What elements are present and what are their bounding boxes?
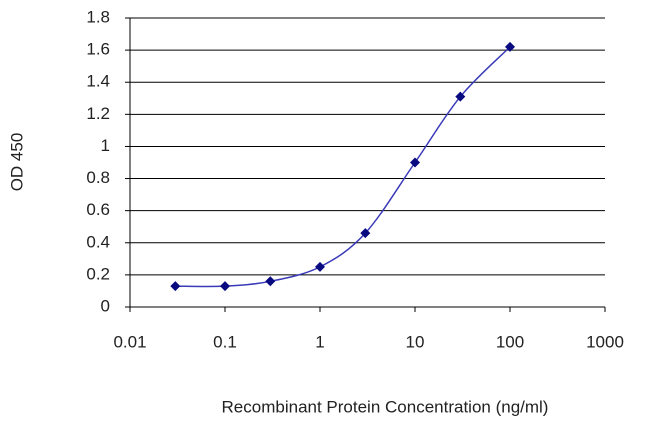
data-point bbox=[220, 281, 230, 292]
series-line bbox=[175, 46, 511, 288]
data-point bbox=[410, 157, 420, 168]
x-axis-label: Recombinant Protein Concentration (ng/ml… bbox=[222, 397, 549, 416]
x-tick-label: 100 bbox=[496, 332, 524, 351]
data-point bbox=[360, 228, 371, 239]
y-tick-label: 0.2 bbox=[86, 264, 110, 283]
data-point bbox=[170, 281, 181, 292]
data-point bbox=[315, 261, 325, 272]
y-tick-label: 1.6 bbox=[86, 40, 110, 59]
y-tick-label: 0.4 bbox=[86, 232, 110, 251]
data-point bbox=[455, 91, 466, 102]
y-tick-label: 0 bbox=[101, 296, 110, 315]
y-tick-label: 1.4 bbox=[86, 72, 110, 91]
y-axis-label: OD 450 bbox=[7, 133, 26, 192]
y-tick-label: 1.2 bbox=[86, 104, 110, 123]
data-point bbox=[265, 276, 276, 287]
y-tick-label: 0.8 bbox=[86, 168, 110, 187]
x-tick-label: 1000 bbox=[586, 332, 624, 351]
data-point bbox=[505, 41, 515, 52]
y-tick-label: 0.6 bbox=[86, 200, 110, 219]
x-tick-label: 10 bbox=[406, 332, 425, 351]
x-tick-label: 0.01 bbox=[113, 332, 146, 351]
x-tick-label: 1 bbox=[315, 332, 324, 351]
x-tick-label: 0.1 bbox=[213, 332, 237, 351]
y-tick-label: 1 bbox=[101, 136, 110, 155]
y-tick-label: 1.8 bbox=[86, 7, 110, 26]
